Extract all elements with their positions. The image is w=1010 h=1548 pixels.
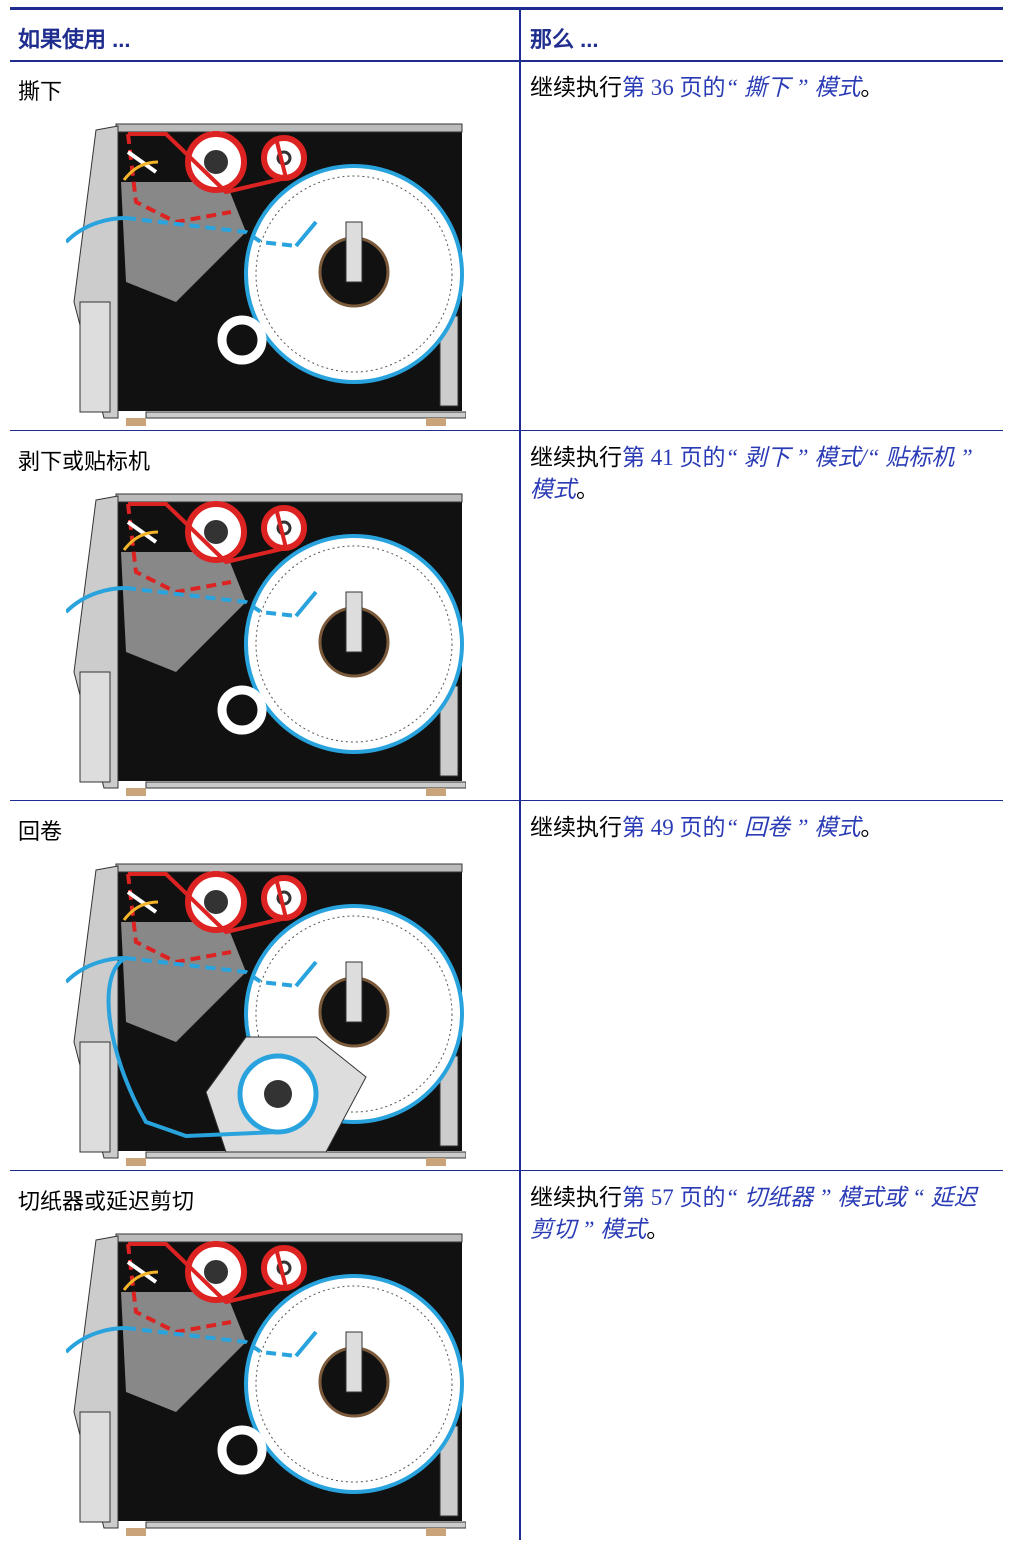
suffix: 。 bbox=[860, 815, 884, 840]
prefix: 继续执行 bbox=[530, 815, 622, 840]
printer-illustration bbox=[66, 492, 466, 802]
action-cell: 继续执行第 49 页的“ 回卷 ” 模式。 bbox=[530, 812, 995, 844]
row-rule bbox=[10, 800, 1003, 801]
row-rule bbox=[10, 430, 1003, 431]
link-page[interactable]: 第 49 页的 bbox=[622, 815, 726, 840]
prefix: 继续执行 bbox=[530, 1185, 622, 1210]
suffix: 。 bbox=[646, 1217, 670, 1242]
link-title[interactable]: “ 回卷 ” 模式 bbox=[725, 815, 861, 840]
suffix: 。 bbox=[860, 75, 884, 100]
column-divider bbox=[519, 8, 521, 1540]
header-rule bbox=[10, 60, 1003, 62]
mode-cell: 撕下 bbox=[18, 79, 63, 104]
prefix: 继续执行 bbox=[530, 75, 622, 100]
row-rule bbox=[10, 1170, 1003, 1171]
mode-cell: 剥下或贴标机 bbox=[18, 449, 151, 474]
link-title[interactable]: “ 切纸器 ” 模式或 “ 延迟剪切 ” 模式 bbox=[530, 1185, 977, 1242]
link-page[interactable]: 第 41 页的 bbox=[622, 445, 726, 470]
link-page[interactable]: 第 57 页的 bbox=[622, 1185, 726, 1210]
printer-illustration bbox=[66, 1232, 466, 1542]
printer-drawing bbox=[66, 124, 466, 426]
action-cell: 继续执行第 36 页的“ 撕下 ” 模式。 bbox=[530, 72, 995, 104]
action-cell: 继续执行第 41 页的“ 剥下 ” 模式/“ 贴标机 ” 模式。 bbox=[530, 442, 995, 506]
printer-illustration bbox=[66, 862, 466, 1172]
link-title[interactable]: “ 撕下 ” 模式 bbox=[725, 75, 861, 100]
mode-cell: 回卷 bbox=[18, 819, 63, 844]
top-rule bbox=[10, 7, 1003, 10]
link-title[interactable]: “ 剥下 ” 模式/“ 贴标机 ” 模式 bbox=[530, 445, 973, 502]
prefix: 继续执行 bbox=[530, 445, 622, 470]
header-cell: 那么 ... bbox=[530, 27, 599, 52]
printer-drawing bbox=[66, 1234, 466, 1536]
action-cell: 继续执行第 57 页的“ 切纸器 ” 模式或 “ 延迟剪切 ” 模式。 bbox=[530, 1182, 995, 1246]
mode-cell: 切纸器或延迟剪切 bbox=[18, 1189, 195, 1214]
printer-illustration bbox=[66, 122, 466, 432]
link-page[interactable]: 第 36 页的 bbox=[622, 75, 726, 100]
suffix: 。 bbox=[576, 477, 599, 502]
printer-drawing bbox=[66, 494, 466, 796]
header-cell: 如果使用 ... bbox=[18, 27, 131, 52]
